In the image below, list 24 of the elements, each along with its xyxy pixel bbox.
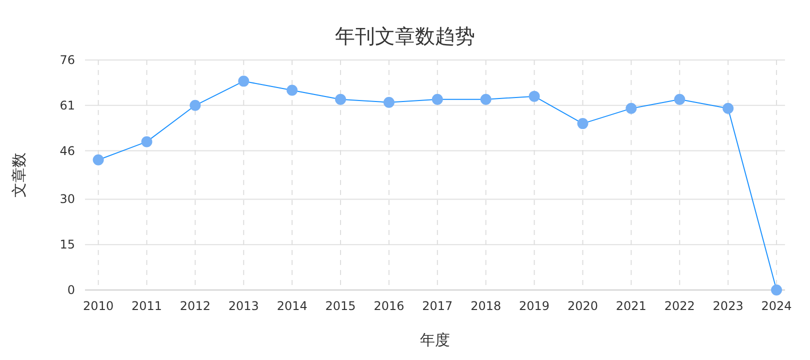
x-tick-label: 2023 — [712, 299, 744, 313]
x-tick-label: 2015 — [325, 299, 356, 313]
x-tick-label: 2022 — [664, 299, 695, 313]
y-tick-label: 76 — [60, 53, 75, 67]
x-tick-label: 2013 — [228, 299, 259, 313]
x-tick-label: 2018 — [470, 299, 502, 313]
x-tick-label: 2024 — [761, 299, 792, 313]
x-tick-label: 2016 — [374, 299, 404, 313]
x-tick-label: 2011 — [131, 299, 162, 313]
chart-title: 年刊文章数趋势 — [335, 24, 475, 48]
x-tick-label: 2020 — [567, 299, 598, 313]
y-tick-label: 46 — [60, 144, 75, 158]
y-axis-title: 文章数 — [10, 152, 28, 198]
x-axis-title: 年度 — [420, 331, 450, 349]
y-tick-label: 15 — [60, 238, 75, 252]
y-tick-label: 61 — [60, 98, 75, 112]
x-tick-label: 2019 — [519, 299, 550, 313]
x-tick-label: 2021 — [616, 299, 646, 313]
x-tick-label: 2014 — [276, 299, 308, 313]
y-tick-label: 0 — [67, 283, 75, 297]
y-tick-label: 30 — [60, 192, 75, 206]
x-tick-label: 2017 — [422, 299, 453, 313]
x-tick-label: 2010 — [83, 299, 114, 313]
x-tick-label: 2012 — [180, 299, 210, 313]
